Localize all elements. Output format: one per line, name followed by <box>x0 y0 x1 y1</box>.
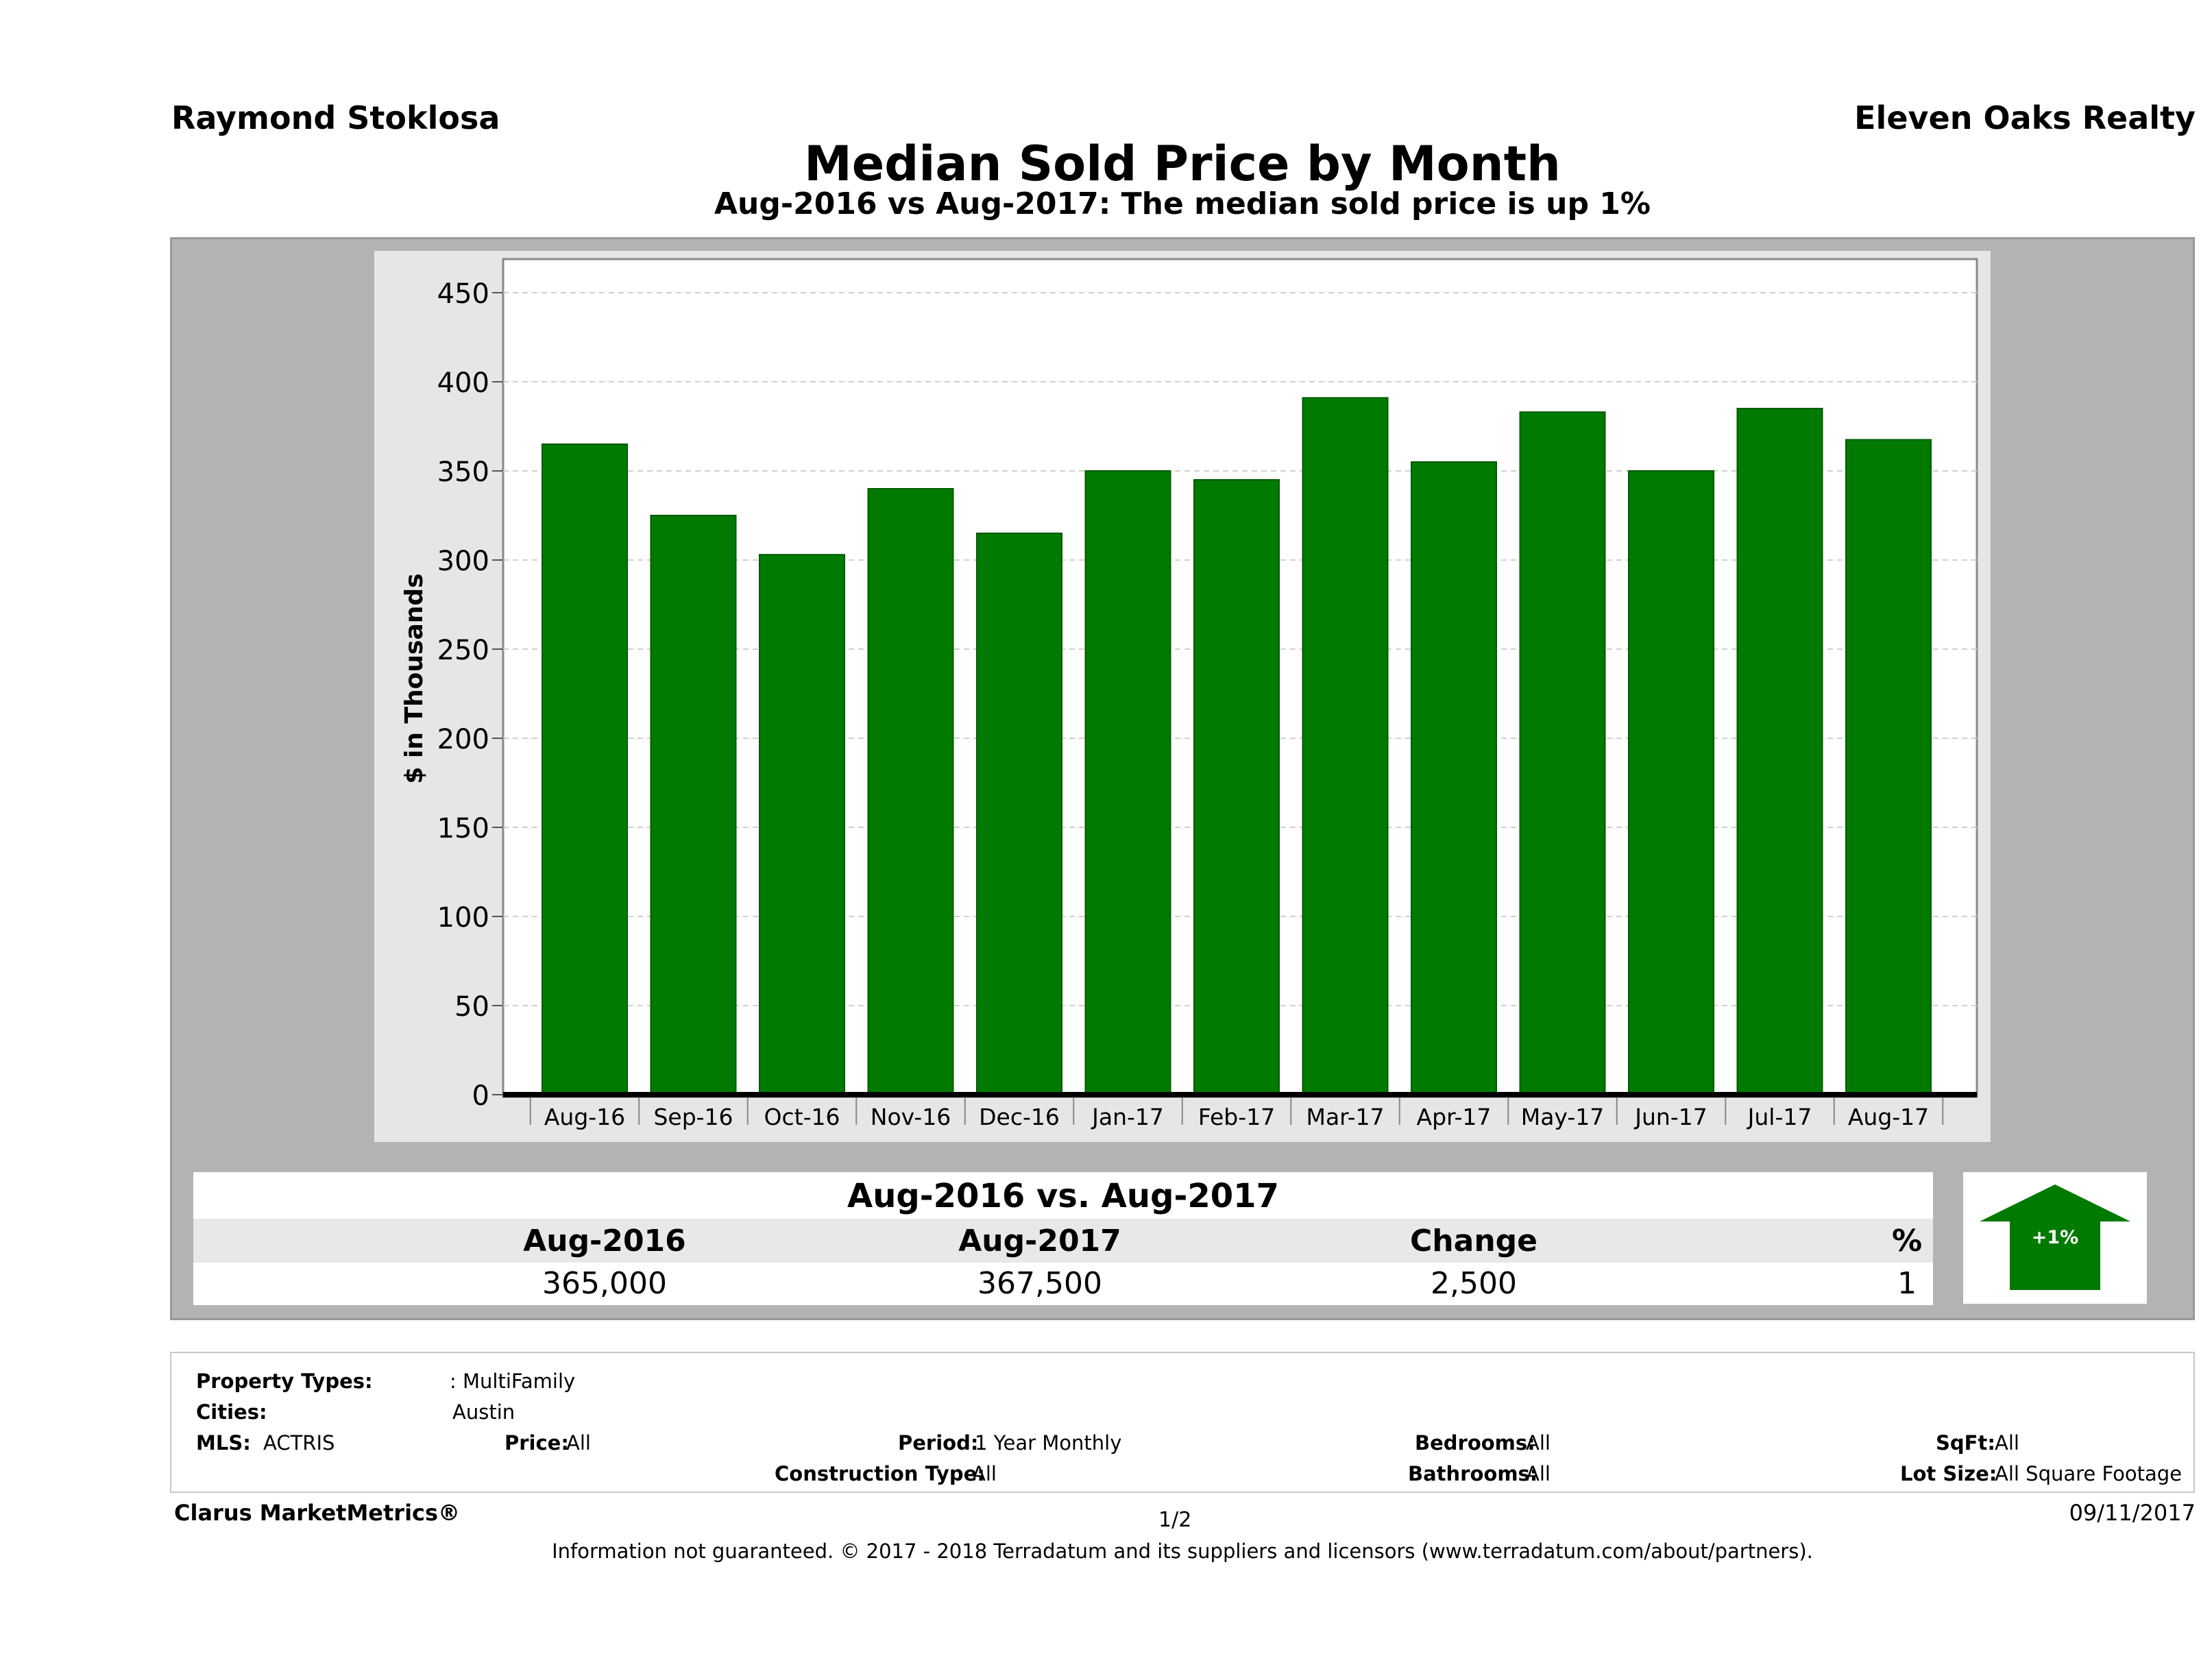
bar-aug-16 <box>542 443 628 1095</box>
header-change: Change <box>1410 1224 1538 1258</box>
bar-jun-17 <box>1628 470 1714 1095</box>
value-percent: 1 <box>1897 1266 1917 1301</box>
bar-may-17 <box>1519 411 1606 1095</box>
company-name: Eleven Oaks Realty <box>1854 99 2196 136</box>
bar-oct-16 <box>759 554 845 1095</box>
chart-subtitle: Aug-2016 vs Aug-2017: The median sold pr… <box>714 186 1651 221</box>
property-types-label: Property Types: <box>196 1370 373 1393</box>
x-tick-label: Mar-17 <box>1306 1104 1384 1130</box>
value-aug-2016: 365,000 <box>542 1266 667 1301</box>
bars <box>542 397 1932 1095</box>
x-tick-label: Aug-16 <box>544 1104 625 1130</box>
bar-aug-17 <box>1845 439 1932 1095</box>
bar-nov-16 <box>867 488 954 1095</box>
chart-title: Median Sold Price by Month <box>804 136 1561 192</box>
bedrooms-label: Bedrooms: <box>1415 1431 1535 1455</box>
x-tick-label: Aug-17 <box>1848 1104 1929 1130</box>
change-badge: +1% <box>2032 1227 2078 1248</box>
x-tick-label: Feb-17 <box>1198 1104 1275 1130</box>
report-date: 09/11/2017 <box>2069 1500 2196 1526</box>
sqft-label: SqFt: <box>1936 1431 1995 1455</box>
comparison-title: Aug-2016 vs. Aug-2017 <box>193 1172 1933 1219</box>
y-tick-label: 0 <box>472 1080 489 1112</box>
lot-size-value: All Square Footage <box>1995 1462 2183 1485</box>
comparison-values-row: 365,000 367,500 2,500 1 <box>193 1263 1933 1305</box>
footer-brand: Clarus MarketMetrics® <box>174 1500 461 1526</box>
bar-sep-16 <box>650 515 737 1095</box>
comparison-header-row: Aug-2016 Aug-2017 Change % <box>193 1219 1933 1263</box>
y-tick-label: 450 <box>437 278 489 310</box>
bar-jul-17 <box>1736 408 1823 1095</box>
price-value: All <box>566 1431 591 1455</box>
bar-chart: 0 50 100 150 200 250 300 350 400 450 Aug-16 Sep-16 O… <box>374 251 1991 1142</box>
bathrooms-value: All <box>1526 1462 1551 1485</box>
price-label: Price: <box>505 1431 569 1455</box>
period-value: 1 Year Monthly <box>975 1431 1122 1455</box>
cities-label: Cities: <box>196 1400 267 1424</box>
axes: 0 50 100 150 200 250 300 350 400 450 Aug-16 Sep-16 O… <box>437 278 1977 1130</box>
header-aug-2017: Aug-2017 <box>958 1224 1121 1258</box>
up-arrow-icon: +1% <box>1980 1184 2130 1290</box>
cities-value: Austin <box>452 1400 515 1424</box>
bar-apr-17 <box>1411 461 1497 1095</box>
x-tick-label: Sep-16 <box>653 1104 733 1130</box>
x-tick-label: Nov-16 <box>871 1104 951 1130</box>
property-types-value: : MultiFamily <box>450 1370 576 1393</box>
header-percent: % <box>1891 1224 1923 1258</box>
agent-name: Raymond Stoklosa <box>171 99 500 136</box>
construction-type-value: All <box>972 1462 997 1485</box>
header-aug-2016: Aug-2016 <box>523 1224 686 1258</box>
change-indicator: +1% <box>1963 1172 2147 1304</box>
bathrooms-label: Bathrooms: <box>1408 1462 1538 1485</box>
y-tick-label: 50 <box>454 991 489 1023</box>
y-tick-label: 400 <box>437 367 489 399</box>
page-number: 1/2 <box>1158 1508 1192 1532</box>
y-tick-label: 200 <box>437 724 489 755</box>
x-tick-label: Jan-17 <box>1091 1104 1164 1130</box>
mls-label: MLS: <box>196 1431 251 1455</box>
y-tick-label: 250 <box>437 635 489 666</box>
sqft-value: All <box>1995 1431 2019 1455</box>
x-tick-label: Apr-17 <box>1417 1104 1492 1130</box>
y-tick-label: 350 <box>437 457 489 488</box>
bar-dec-16 <box>976 533 1062 1095</box>
y-axis-title: $ in Thousands <box>400 573 428 783</box>
bar-mar-17 <box>1302 397 1389 1095</box>
value-change: 2,500 <box>1431 1266 1517 1301</box>
comparison-table: Aug-2016 vs. Aug-2017 Aug-2016 Aug-2017 … <box>193 1172 1933 1305</box>
x-tick-label: Oct-16 <box>764 1104 840 1130</box>
y-tick-label: 100 <box>437 902 489 934</box>
mls-value: ACTRIS <box>263 1431 335 1455</box>
y-tick-label: 150 <box>437 813 489 844</box>
filter-details: Property Types: : MultiFamily Cities: Au… <box>170 1352 2195 1493</box>
construction-type-label: Construction Type: <box>775 1462 985 1485</box>
bedrooms-value: All <box>1526 1431 1551 1455</box>
bar-jan-17 <box>1084 470 1171 1095</box>
y-tick-label: 300 <box>437 546 489 577</box>
x-tick-label: Jun-17 <box>1633 1104 1707 1130</box>
x-tick-label: Dec-16 <box>979 1104 1060 1130</box>
value-aug-2017: 367,500 <box>977 1266 1102 1301</box>
bar-feb-17 <box>1193 479 1280 1095</box>
disclaimer: Information not guaranteed. © 2017 - 201… <box>552 1540 1813 1563</box>
lot-size-label: Lot Size: <box>1900 1462 1997 1485</box>
x-tick-label: Jul-17 <box>1747 1104 1812 1130</box>
x-tick-label: May-17 <box>1521 1104 1605 1130</box>
period-label: Period: <box>898 1431 979 1455</box>
